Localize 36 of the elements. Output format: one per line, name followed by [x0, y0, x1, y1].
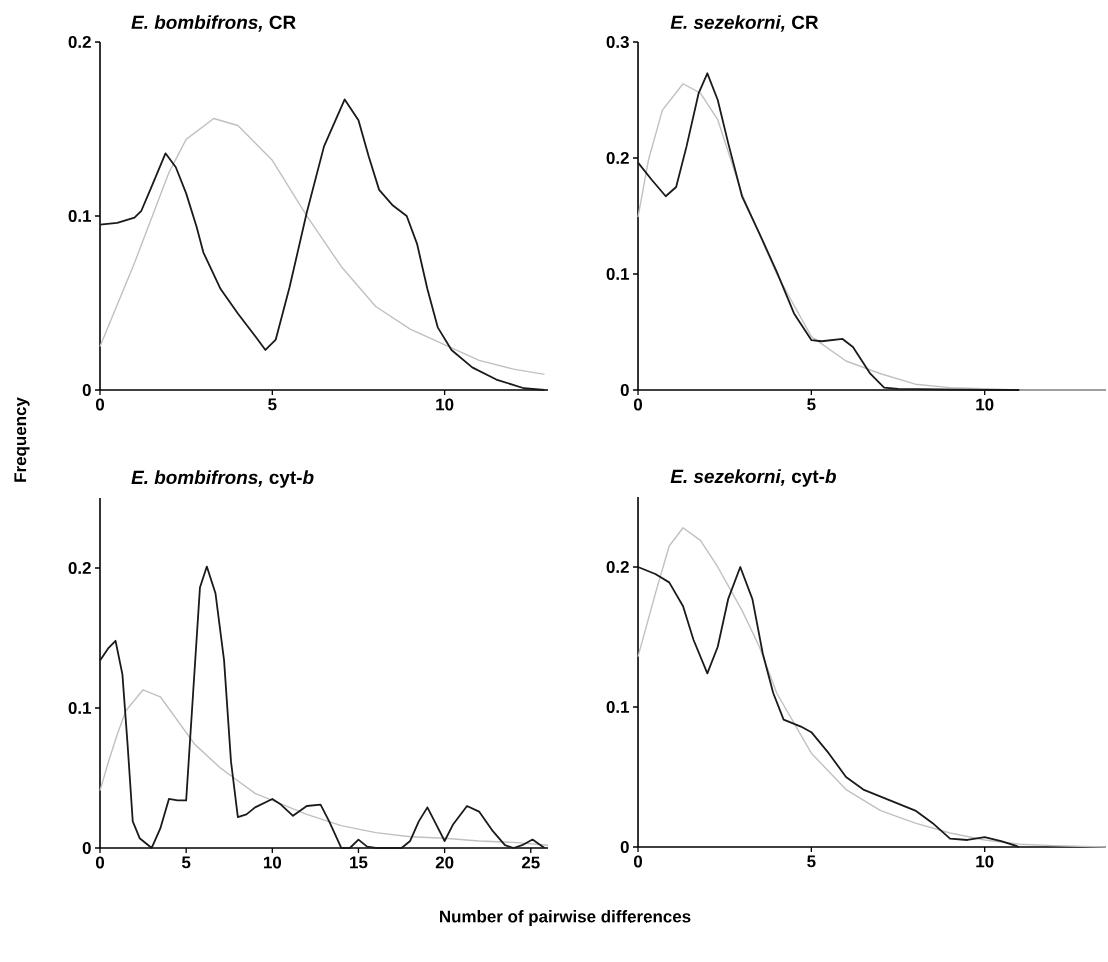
- y-tick-label: 0.1: [68, 209, 92, 222]
- x-tick-label: 0: [95, 398, 105, 411]
- y-tick-label: 0: [82, 383, 91, 396]
- y-tick-label: 0.1: [68, 701, 92, 714]
- chart-title: E. sezekorni, CR: [670, 15, 819, 32]
- x-tick-label: 5: [181, 856, 191, 869]
- x-tick-label: 5: [807, 855, 816, 868]
- y-axis-title: Frequency: [14, 397, 30, 482]
- y-tick-label: 0.2: [68, 35, 91, 48]
- x-tick-label: 10: [263, 856, 282, 869]
- x-tick-label: 10: [436, 398, 454, 411]
- line-series: [637, 72, 1021, 391]
- x-tick-label: 10: [976, 398, 994, 411]
- chart-title: E. bombifrons, cyt-b: [131, 470, 314, 488]
- y-tick-label: 0.2: [606, 151, 629, 164]
- x-tick-label: 20: [435, 856, 454, 869]
- y-tick-label: 0.3: [606, 35, 629, 48]
- x-tick-label: 0: [633, 398, 643, 411]
- y-tick-label: 0: [620, 840, 629, 853]
- x-tick-label: 15: [350, 856, 368, 869]
- x-tick-label: 5: [268, 398, 277, 411]
- x-axis-title: Number of pairwise differences: [440, 910, 691, 926]
- chart-title: E. bombifrons, CR: [131, 15, 296, 32]
- y-tick-label: 0.1: [606, 267, 630, 280]
- chart-title: E. sezekorni, cyt-b: [670, 469, 836, 487]
- y-tick-label: 0: [620, 383, 629, 396]
- x-tick-label: 0: [95, 856, 105, 869]
- y-tick-label: 0.2: [68, 561, 91, 574]
- y-tick-label: 0: [82, 841, 91, 854]
- x-tick-label: 25: [521, 856, 540, 869]
- y-tick-label: 0.1: [606, 700, 630, 713]
- x-tick-label: 5: [807, 398, 816, 411]
- x-tick-label: 0: [633, 855, 643, 868]
- x-tick-label: 10: [976, 855, 994, 868]
- y-tick-label: 0.2: [606, 560, 629, 573]
- line-series: [637, 566, 1021, 848]
